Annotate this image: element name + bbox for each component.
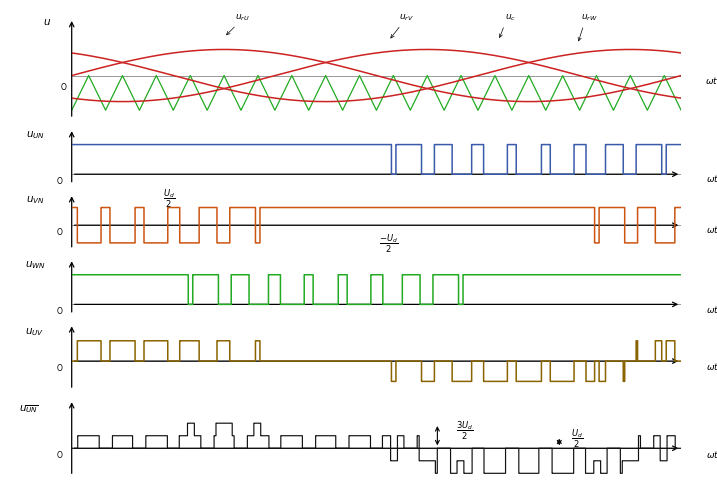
Text: O: O: [57, 307, 62, 316]
Text: $u_{rW}$: $u_{rW}$: [581, 12, 598, 23]
Text: $u_{WN}$: $u_{WN}$: [24, 260, 46, 271]
Text: O: O: [57, 176, 62, 186]
Text: $\omega t$: $\omega t$: [706, 75, 717, 86]
Text: $\omega t$: $\omega t$: [706, 173, 717, 184]
Text: $\omega t$: $\omega t$: [706, 224, 717, 235]
Text: $u_{\overline{UN}}$: $u_{\overline{UN}}$: [19, 404, 39, 415]
Text: $\omega t$: $\omega t$: [706, 361, 717, 372]
Text: O: O: [57, 227, 62, 237]
Text: $u$: $u$: [44, 17, 52, 26]
Text: $u_{c}$: $u_{c}$: [505, 12, 516, 23]
Text: $\omega t$: $\omega t$: [706, 304, 717, 315]
Text: O: O: [57, 451, 62, 461]
Text: $\dfrac{U_d}{2}$: $\dfrac{U_d}{2}$: [163, 188, 175, 210]
Text: $\omega t$: $\omega t$: [706, 449, 717, 460]
Text: $\dfrac{3U_d}{2}$: $\dfrac{3U_d}{2}$: [456, 420, 473, 442]
Text: $u_{rU}$: $u_{rU}$: [235, 12, 250, 23]
Text: O: O: [57, 364, 62, 373]
Text: $\dfrac{-U_d}{2}$: $\dfrac{-U_d}{2}$: [379, 233, 398, 255]
Text: $u_{rV}$: $u_{rV}$: [399, 12, 414, 23]
Text: $u_{UV}$: $u_{UV}$: [26, 326, 44, 338]
Text: $u_{UN}$: $u_{UN}$: [26, 129, 44, 141]
Text: $u_{VN}$: $u_{VN}$: [26, 195, 44, 206]
Text: $\dfrac{U_d}{2}$: $\dfrac{U_d}{2}$: [571, 427, 584, 449]
Text: O: O: [61, 83, 67, 92]
